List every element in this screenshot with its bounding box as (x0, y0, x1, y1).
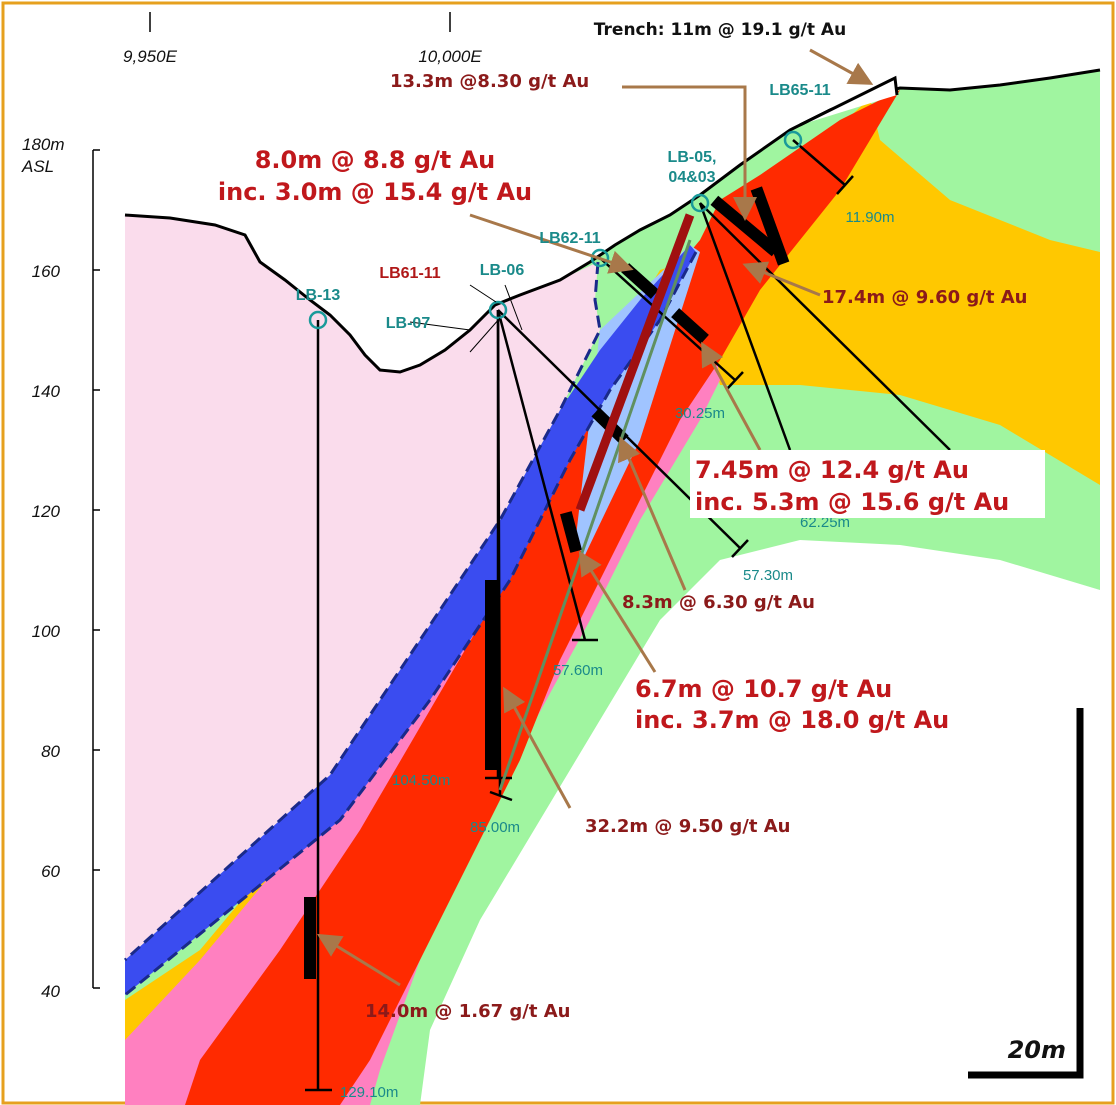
hole-label: LB61-11 (379, 265, 440, 282)
intercept-label: inc. 3.0m @ 15.4 g/t Au (218, 178, 532, 206)
depth-label: 57.60m (553, 662, 603, 679)
depth-label: 30.25m (675, 405, 725, 422)
hole-label: LB-13 (296, 287, 341, 304)
depth-label: 129.10m (340, 1084, 398, 1101)
intercept-label: 17.4m @ 9.60 g/t Au (822, 287, 1027, 308)
depth-label: 62.25m (800, 514, 850, 531)
elevation-label: 120 (32, 502, 61, 521)
intercept-label: 7.45m @ 12.4 g/t Au (695, 456, 969, 484)
elevation-label: 40 (41, 982, 60, 1001)
scale-label: 20m (1008, 1036, 1066, 1064)
depth-label: 104.50m (392, 772, 450, 789)
intercept-label: 8.3m @ 6.30 g/t Au (622, 592, 815, 613)
scale-bar: 20m (968, 708, 1084, 1079)
hole-label: LB65-11 (769, 82, 830, 99)
elevation-label: 140 (32, 382, 61, 401)
depth-label: 57.30m (743, 567, 793, 584)
hole-label: LB-05, (668, 149, 717, 166)
elevation-label: 60 (41, 862, 60, 881)
intercept-label: 14.0m @ 1.67 g/t Au (365, 1001, 570, 1022)
depth-label: 85.00m (470, 819, 520, 836)
elevation-label: 80 (41, 742, 60, 761)
hole-label: LB-06 (480, 262, 525, 279)
elevation-unit: ASL (21, 157, 54, 176)
elevation-top: 180m (22, 135, 65, 154)
intercept-label: 32.2m @ 9.50 g/t Au (585, 816, 790, 837)
label-box (690, 450, 1045, 518)
intercept-label: inc. 3.7m @ 18.0 g/t Au (635, 706, 949, 734)
arrows (316, 48, 874, 987)
easting-label: 9,950E (123, 47, 178, 66)
hole-label: LB-07 (386, 315, 431, 332)
elevation-label: 100 (32, 622, 61, 641)
elevation-label: 160 (32, 262, 61, 281)
intercept-label: 6.7m @ 10.7 g/t Au (635, 675, 892, 703)
depth-label: 11.90m (846, 209, 895, 226)
easting-label: 10,000E (418, 47, 482, 66)
axes (92, 12, 451, 989)
labels: 9,950E 10,000E 180m ASL 160 140 120 100 … (21, 20, 1027, 1101)
hole-label: 04&03 (668, 169, 715, 186)
intercept-label: 8.0m @ 8.8 g/t Au (255, 146, 496, 174)
drill-holes (304, 75, 951, 1092)
intercept-label: Trench: 11m @ 19.1 g/t Au (594, 20, 846, 40)
intercept-label: 13.3m @8.30 g/t Au (390, 71, 589, 92)
hole-label: LB62-11 (539, 230, 600, 247)
intercept-label: inc. 5.3m @ 15.6 g/t Au (695, 488, 1009, 516)
